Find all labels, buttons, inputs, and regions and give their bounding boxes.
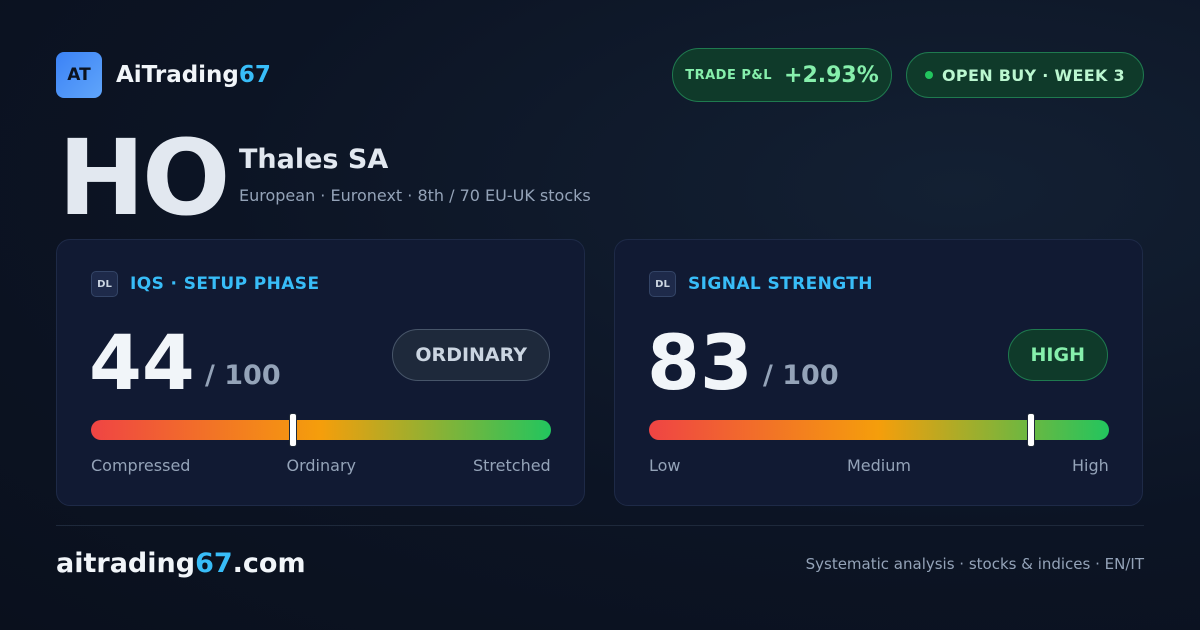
status-pill: OPEN BUY · WEEK 3 [906,52,1144,98]
tagline: Systematic analysis · stocks & indices ·… [805,555,1144,573]
gauge-label: Compressed [91,456,191,475]
gauge-label: Low [649,456,681,475]
score-out-of: / 100 [763,360,839,391]
site-part: aitrading [56,548,196,579]
metric-card: DL SIGNAL STRENGTH 83 / 100 HIGH Low Medium Hig… [614,239,1143,506]
score: 44 [89,318,195,407]
card-badge: DL [91,271,118,297]
brand-name: AiTrading [116,62,239,88]
pnl-value: +2.93% [784,62,879,88]
card-title: IQS · SETUP PHASE [130,274,320,294]
status-text: OPEN BUY · WEEK 3 [942,65,1125,85]
card-title: SIGNAL STRENGTH [688,274,873,294]
site-accent: 67 [195,548,233,579]
site: aitrading67.com [56,548,306,579]
gauge-marker [1026,413,1035,447]
brand: AiTrading67 [116,62,271,88]
status-dot [925,71,934,79]
brand-accent: 67 [238,62,271,88]
verdict-pill: HIGH [1007,329,1108,381]
divider [56,525,1144,526]
logo: AT [56,52,102,98]
pnl-pill: TRADE P&L +2.93% [672,48,892,102]
ticker: HO [58,117,230,239]
site-part: .com [232,548,306,579]
score: 83 [647,318,753,407]
stock-name: Thales SA [239,144,389,175]
gauge-marker [289,413,298,447]
gauge-label: Stretched [473,456,551,475]
pnl-label: TRADE P&L [685,67,773,83]
metric-card: DL IQS · SETUP PHASE 44 / 100 ORDINARY Compre… [56,239,585,506]
gauge-label: High [1072,456,1109,475]
stock-subtitle: European · Euronext · 8th / 70 EU-UK sto… [239,186,591,205]
verdict-pill: ORDINARY [392,329,550,381]
score-out-of: / 100 [205,360,281,391]
gauge-bar [649,413,1109,447]
gauge-bar [91,413,551,447]
gauge-label: Medium [847,456,911,475]
gauge-label: Ordinary [286,456,356,475]
card-badge: DL [649,271,676,297]
